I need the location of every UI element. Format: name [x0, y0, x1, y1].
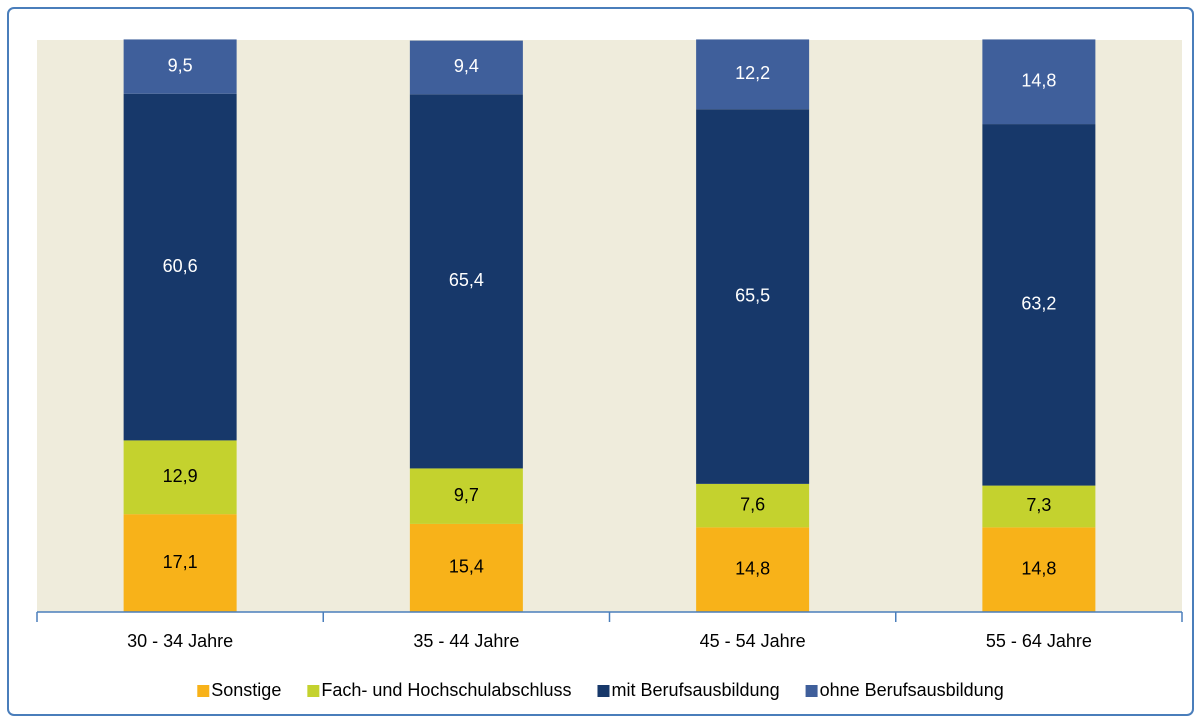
legend-swatch [597, 685, 610, 697]
data-label: 63,2 [1021, 294, 1056, 314]
bar-segment [409, 40, 523, 95]
data-label: 15,4 [449, 557, 484, 577]
data-label: 9,5 [168, 55, 193, 75]
data-label: 17,1 [163, 552, 198, 572]
bar-segment [123, 93, 237, 441]
legend-label: ohne Berufsausbildung [820, 680, 1004, 700]
bar-segment [696, 483, 810, 528]
bar-segment [982, 124, 1096, 486]
bar-segment [982, 39, 1096, 125]
bar-segment [982, 527, 1096, 612]
data-label: 7,6 [740, 494, 765, 514]
data-label: 65,5 [735, 285, 770, 305]
bar-segment [409, 468, 523, 524]
x-tick-label: 35 - 44 Jahre [413, 631, 519, 651]
bar-segment [123, 440, 237, 515]
x-tick-label: 55 - 64 Jahre [986, 631, 1092, 651]
bar-segment [982, 485, 1096, 528]
bar-segment [409, 523, 523, 612]
legend-swatch [805, 685, 818, 697]
legend-label: Fach- und Hochschulabschluss [321, 680, 571, 700]
bar-segment [123, 514, 237, 612]
data-label: 14,8 [1021, 71, 1056, 91]
data-label: 14,8 [735, 558, 770, 578]
data-label: 12,9 [163, 466, 198, 486]
legend-swatch [197, 685, 210, 697]
data-label: 9,7 [454, 485, 479, 505]
legend-label: Sonstige [211, 680, 281, 700]
bar-segment [409, 94, 523, 469]
data-label: 7,3 [1026, 495, 1051, 515]
legend-swatch [307, 685, 320, 697]
x-tick-label: 30 - 34 Jahre [127, 631, 233, 651]
data-label: 12,2 [735, 63, 770, 83]
bar-segment [696, 39, 810, 110]
legend-label: mit Berufsausbildung [611, 680, 779, 700]
data-label: 65,4 [449, 270, 484, 290]
bar-segment [696, 109, 810, 484]
data-label: 9,4 [454, 56, 479, 76]
x-tick-label: 45 - 54 Jahre [700, 631, 806, 651]
data-label: 60,6 [163, 256, 198, 276]
bar-segment [123, 39, 237, 94]
bar-segment [696, 527, 810, 612]
data-label: 14,8 [1021, 558, 1056, 578]
